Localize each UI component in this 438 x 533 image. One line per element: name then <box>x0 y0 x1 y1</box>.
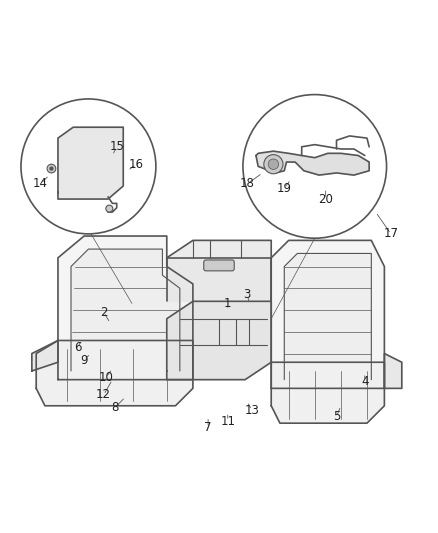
Text: 14: 14 <box>33 177 48 190</box>
Polygon shape <box>167 240 271 258</box>
Polygon shape <box>58 127 123 199</box>
Polygon shape <box>71 249 180 371</box>
Circle shape <box>243 94 387 238</box>
Text: 19: 19 <box>277 182 292 195</box>
Polygon shape <box>36 341 193 406</box>
Polygon shape <box>271 240 385 389</box>
Polygon shape <box>167 301 271 379</box>
Circle shape <box>268 159 279 169</box>
Text: 16: 16 <box>129 158 144 171</box>
Polygon shape <box>256 151 369 175</box>
FancyBboxPatch shape <box>204 260 234 271</box>
Text: 4: 4 <box>361 375 368 389</box>
Text: 1: 1 <box>224 297 231 310</box>
Text: 8: 8 <box>111 401 118 415</box>
Text: 17: 17 <box>383 228 399 240</box>
Circle shape <box>106 205 113 212</box>
Circle shape <box>47 164 56 173</box>
Text: 20: 20 <box>318 192 333 206</box>
Circle shape <box>264 155 283 174</box>
Polygon shape <box>284 254 371 379</box>
Text: 3: 3 <box>244 288 251 301</box>
Text: 5: 5 <box>333 410 340 423</box>
Text: 18: 18 <box>240 177 255 190</box>
Text: 7: 7 <box>205 421 212 434</box>
Polygon shape <box>58 236 193 379</box>
Text: 12: 12 <box>96 389 111 401</box>
Circle shape <box>21 99 156 234</box>
Text: 9: 9 <box>80 353 88 367</box>
Polygon shape <box>167 258 271 301</box>
Text: 6: 6 <box>74 341 81 353</box>
Polygon shape <box>385 353 402 389</box>
Text: 10: 10 <box>99 371 113 384</box>
Polygon shape <box>32 341 58 371</box>
Text: 11: 11 <box>220 415 235 427</box>
Text: 13: 13 <box>244 403 259 417</box>
Text: 2: 2 <box>100 306 107 319</box>
Circle shape <box>49 166 53 171</box>
Polygon shape <box>271 362 385 423</box>
Text: 15: 15 <box>110 140 124 154</box>
